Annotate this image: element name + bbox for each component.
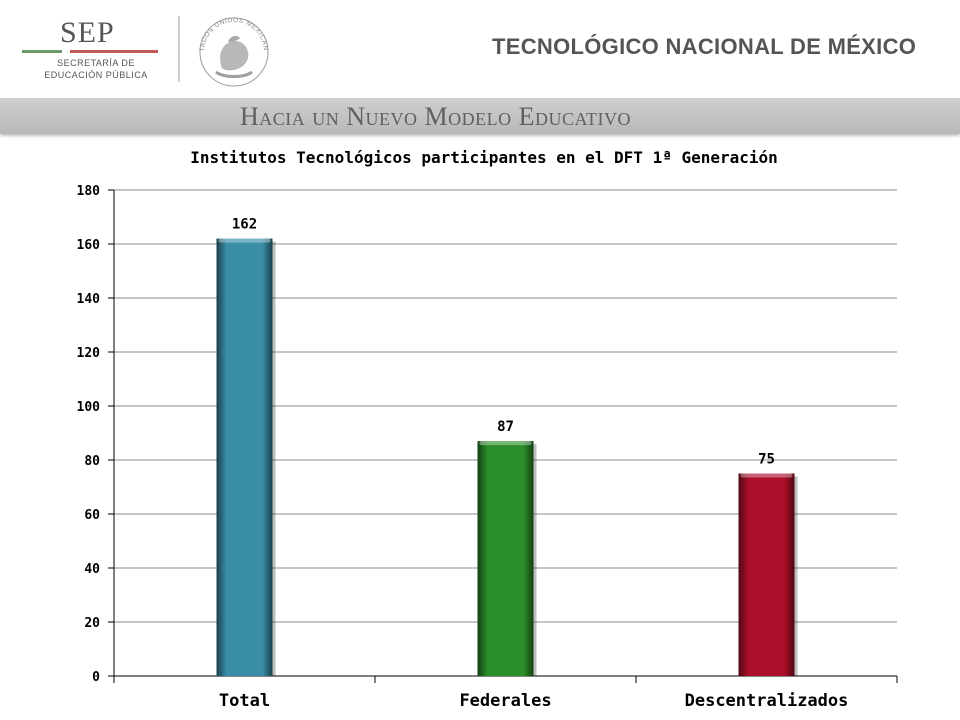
bar-highlight-federales: [479, 441, 532, 446]
y-tick-label-160: 160: [77, 238, 101, 253]
bar-highlight-total: [218, 238, 271, 243]
data-label-total: 162: [232, 217, 257, 233]
y-tick-label-140: 140: [77, 292, 101, 307]
bar-federales: [477, 441, 534, 676]
y-tick-label-100: 100: [77, 400, 101, 415]
mexico-seal-icon: ESTADOS UNIDOS MEXICANOS: [194, 12, 269, 87]
bar-chart: 0 20 40 60 80 100 120 140 160 180 162 Total 87 Federa…: [77, 184, 898, 711]
x-label-total: Total: [219, 691, 270, 711]
slogan-text: Hacia un Nuevo Modelo Educativo: [240, 102, 632, 131]
y-tick-label-20: 20: [84, 616, 100, 631]
sep-logo-red-line: [70, 50, 158, 53]
y-tick-label-180: 180: [77, 184, 101, 199]
slogan-band: Hacia un Nuevo Modelo Educativo: [0, 98, 960, 134]
bar-descentralizados: [738, 473, 795, 676]
sep-logo-line2: EDUCACIÓN PÚBLICA: [44, 70, 148, 80]
y-tick-label-120: 120: [77, 346, 101, 361]
x-label-federales: Federales: [459, 691, 551, 711]
chart-title: Institutos Tecnológicos participantes en…: [190, 148, 778, 167]
header-divider: [178, 16, 180, 82]
x-label-descentralizados: Descentralizados: [685, 691, 849, 711]
y-tick-label-40: 40: [84, 562, 100, 577]
bar-highlight-descentralizados: [740, 473, 793, 478]
sep-logo-line1: SECRETARÍA DE: [57, 58, 135, 68]
institution-name: TECNOLÓGICO NACIONAL DE MÉXICO: [492, 34, 917, 59]
sep-logo-green-line: [22, 50, 62, 53]
sep-logo-name: SEP: [60, 16, 115, 49]
data-label-federales: 87: [497, 419, 514, 435]
slide-header: SEP SECRETARÍA DE EDUCACIÓN PÚBLICA ESTA…: [0, 0, 960, 96]
y-tick-label-60: 60: [84, 508, 100, 523]
bar-total: [216, 238, 273, 676]
data-label-descentralizados: 75: [758, 452, 775, 468]
sep-logo: SEP SECRETARÍA DE EDUCACIÓN PÚBLICA: [22, 12, 172, 90]
y-tick-label-80: 80: [84, 454, 100, 469]
y-tick-label-0: 0: [92, 670, 100, 685]
